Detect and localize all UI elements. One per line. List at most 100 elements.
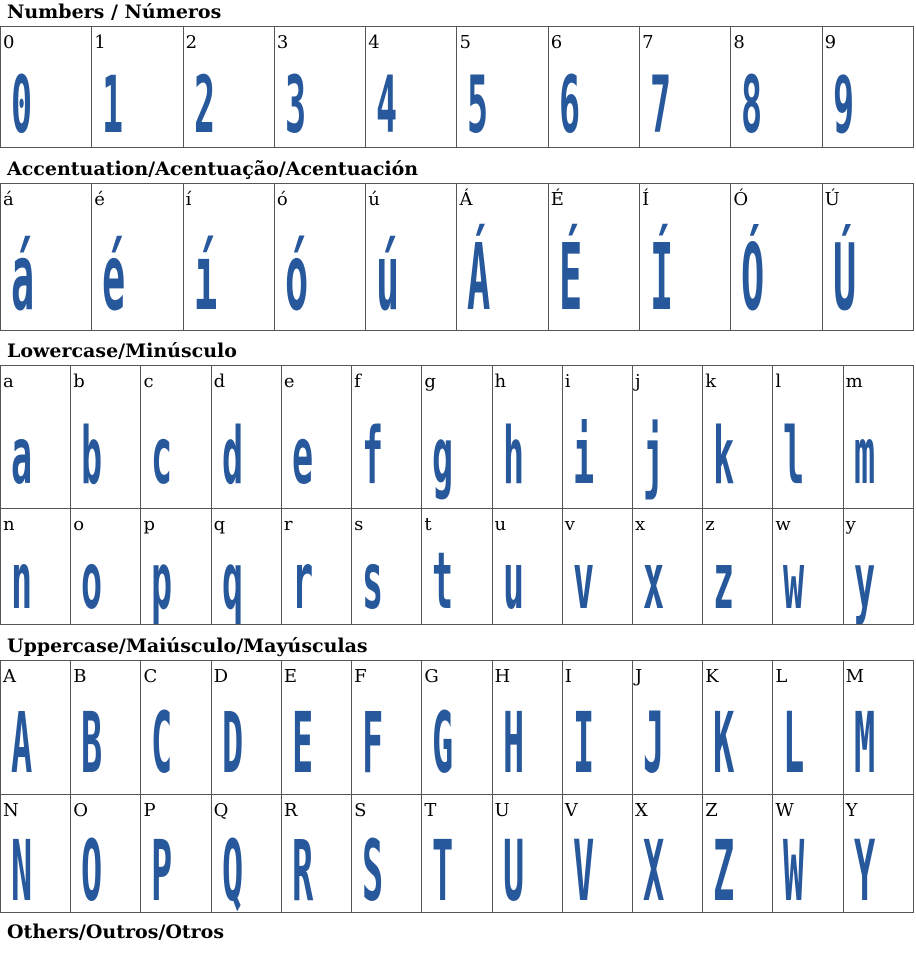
glyph-label: l — [775, 371, 782, 392]
glyph-sample: Z — [713, 822, 735, 913]
glyph-sample: Ú — [832, 224, 856, 331]
glyph-sample: 4 — [376, 61, 398, 148]
glyph-sample: g — [432, 412, 454, 502]
glyph-label: u — [494, 514, 507, 535]
glyph-label: F — [354, 666, 367, 687]
glyph-label: ú — [368, 189, 380, 210]
glyph-sample: q — [221, 537, 243, 625]
glyph-label: t — [424, 514, 432, 535]
glyph-label: 3 — [276, 32, 289, 53]
glyph-label: k — [705, 371, 717, 392]
glyph-label: 5 — [459, 32, 471, 53]
glyph-sample: B — [81, 694, 103, 792]
glyph-label: q — [213, 514, 226, 535]
glyph-sample: a — [11, 412, 33, 502]
section-title-numbers: Numbers / Números — [7, 1, 222, 23]
glyph-label: Ú — [824, 189, 840, 210]
glyph-sample: u — [502, 537, 524, 625]
glyph-label: 0 — [3, 32, 15, 53]
glyph-sample: v — [572, 537, 594, 625]
glyph-sample: I — [572, 694, 594, 792]
glyph-sample: M — [853, 694, 875, 792]
glyph-label: v — [564, 514, 575, 535]
glyph-label: 6 — [550, 32, 563, 53]
glyph-sample: é — [102, 224, 126, 331]
glyph-label: x — [634, 514, 646, 535]
glyph-label: C — [143, 666, 158, 687]
glyph-sample: V — [572, 822, 594, 913]
glyph-label: P — [143, 800, 156, 821]
glyph-sample: Y — [853, 822, 875, 913]
glyph-label: E — [283, 666, 298, 687]
glyph-sample: x — [642, 537, 665, 625]
glyph-label: p — [143, 514, 155, 535]
glyph-sample: A — [11, 694, 33, 792]
glyph-label: N — [3, 800, 19, 821]
glyph-label: 7 — [642, 32, 654, 53]
glyph-sample: R — [291, 822, 314, 913]
glyph-label: W — [775, 800, 794, 821]
glyph-label: h — [494, 371, 507, 392]
glyph-sample: j — [642, 412, 665, 502]
glyph-label: e — [283, 371, 295, 392]
glyph-sample: b — [81, 412, 103, 502]
glyph-sample: W — [783, 822, 805, 913]
glyph-sample: 5 — [467, 61, 489, 148]
glyph-label: c — [143, 371, 154, 392]
glyph-sample: É — [558, 224, 583, 331]
glyph-sample: w — [783, 537, 805, 625]
glyph-label: A — [3, 666, 16, 687]
glyph-sample: d — [221, 412, 243, 502]
glyph-sample: K — [713, 694, 735, 792]
glyph-label: é — [94, 189, 105, 210]
glyph-label: M — [845, 666, 865, 687]
glyph-sample: Q — [221, 822, 243, 913]
glyph-label: Y — [845, 800, 858, 821]
glyph-label: K — [705, 666, 719, 687]
glyph-sample: r — [291, 537, 314, 625]
glyph-label: X — [634, 800, 648, 821]
glyph-label: a — [3, 371, 14, 392]
glyph-sample: 6 — [558, 61, 580, 148]
glyph-sample: s — [362, 537, 384, 625]
section-title-lowercase: Lowercase/Minúsculo — [7, 340, 237, 362]
glyph-sample: í — [193, 224, 217, 331]
glyph-label: H — [494, 666, 511, 687]
